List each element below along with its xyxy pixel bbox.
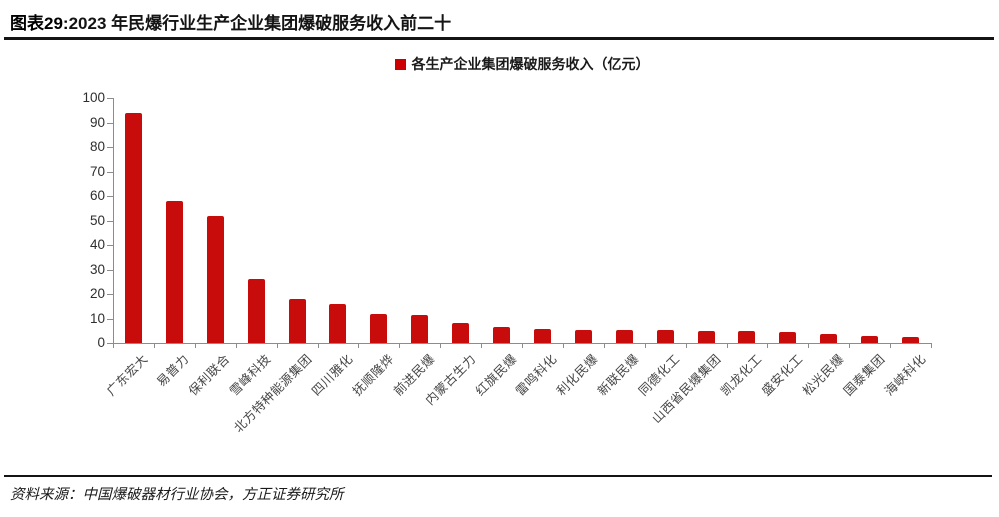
x-axis-tick <box>644 344 646 348</box>
y-axis-tick <box>107 122 113 124</box>
y-axis-tick <box>107 147 113 148</box>
y-axis-tick-label: 50 <box>89 212 105 228</box>
x-axis-category-label: 雷鸣科化 <box>513 351 561 399</box>
bar-海峡科化 <box>902 336 920 343</box>
bar-雷鸣科化 <box>533 329 551 343</box>
x-axis-tick <box>194 344 196 348</box>
x-axis-tick <box>931 344 932 348</box>
y-axis-tick-label: 0 <box>97 335 105 350</box>
x-axis-line <box>113 343 932 344</box>
x-axis-tick <box>767 344 769 348</box>
y-axis-tick-label: 80 <box>89 139 105 154</box>
figure-title: 2023 年民爆行业生产企业集团爆破服务收入前二十 <box>68 14 452 33</box>
x-axis-tick <box>399 344 401 348</box>
y-axis-tick-label: 10 <box>89 310 105 326</box>
bar-前进民爆 <box>411 314 429 343</box>
x-axis-category-label: 保利联合 <box>186 351 233 399</box>
bar-同德化工 <box>656 330 674 343</box>
x-axis-category-label: 红旗民爆 <box>472 351 520 399</box>
x-axis-tick <box>726 344 728 348</box>
bar-利化民爆 <box>574 329 592 343</box>
x-axis-category-label: 广东宏大 <box>104 351 152 399</box>
header-divider <box>4 37 994 40</box>
x-axis-tick <box>522 344 523 348</box>
y-axis-tick <box>107 171 113 173</box>
x-axis-tick <box>317 344 319 348</box>
y-axis-tick-label: 30 <box>89 261 105 277</box>
legend-label: 各生产企业集团爆破服务收入（亿元） <box>411 56 650 72</box>
x-axis-category-label: 国泰集团 <box>840 351 888 399</box>
y-axis-tick <box>107 343 113 344</box>
source-note: 资料来源：中国爆破器材行业协会，方正证券研究所 <box>10 487 344 503</box>
x-axis-tick <box>276 344 278 348</box>
legend-marker-icon <box>394 58 406 70</box>
x-axis-tick <box>235 344 237 348</box>
x-axis-category-label: 盛安化工 <box>758 351 806 399</box>
bar-保利联合 <box>206 215 224 343</box>
x-axis-category-label: 新联民爆 <box>595 351 642 399</box>
figure-header: 图表29:2023 年民爆行业生产企业集团爆破服务收入前二十 <box>10 9 451 34</box>
bar-红旗民爆 <box>493 327 511 343</box>
x-axis-tick <box>562 344 564 348</box>
figure-label: 图表29: <box>10 14 69 33</box>
bar-盛安化工 <box>779 331 797 343</box>
y-axis-tick-label: 90 <box>89 114 105 130</box>
x-axis-tick <box>849 344 851 348</box>
bar-易普力 <box>165 200 183 343</box>
bar-凯龙化工 <box>738 330 756 343</box>
y-axis-tick <box>107 245 113 246</box>
bar-新联民爆 <box>615 330 633 343</box>
bar-雪峰科技 <box>247 279 265 343</box>
y-axis-tick <box>107 98 113 99</box>
y-axis-tick-label: 60 <box>89 188 105 203</box>
bar-抚顺隆烨 <box>370 313 388 343</box>
bar-四川雅化 <box>329 303 347 343</box>
bar-北方特种能源集团 <box>288 298 306 343</box>
bar-内蒙古生力 <box>452 322 470 343</box>
x-axis-category-label: 松光民爆 <box>799 351 847 399</box>
x-axis-tick <box>440 344 442 348</box>
chart-legend: 各生产企业集团爆破服务收入（亿元） <box>113 54 931 74</box>
y-axis-tick <box>107 220 113 222</box>
x-axis-category-label: 抚顺隆烨 <box>349 351 397 399</box>
x-axis-tick <box>153 344 155 348</box>
y-axis-tick <box>107 269 113 271</box>
y-axis-tick <box>107 318 113 320</box>
x-axis-category-label: 四川雅化 <box>309 351 356 399</box>
y-axis-line <box>113 98 114 343</box>
y-axis-tick-label: 100 <box>82 90 105 105</box>
x-axis-tick <box>808 344 810 348</box>
x-axis-category-label: 凯龙化工 <box>718 351 765 399</box>
bar-松光民爆 <box>820 333 838 343</box>
y-axis-tick-label: 70 <box>89 163 105 179</box>
y-axis-tick <box>107 294 113 295</box>
x-axis-tick <box>113 344 114 348</box>
bar-山西省民爆集团 <box>697 330 715 343</box>
x-axis-tick <box>358 344 360 348</box>
x-axis-category-label: 利化民爆 <box>554 351 602 399</box>
footer-divider <box>4 475 992 477</box>
x-axis-tick <box>481 344 483 348</box>
x-axis-category-label: 海峡科化 <box>881 351 929 399</box>
y-axis-tick-label: 40 <box>89 237 105 252</box>
bar-广东宏大 <box>124 112 142 343</box>
bar-国泰集团 <box>861 335 879 343</box>
y-axis-tick-label: 20 <box>89 286 105 301</box>
x-axis-tick <box>890 344 892 348</box>
x-axis-tick <box>603 344 605 348</box>
y-axis-tick <box>107 196 113 197</box>
x-axis-tick <box>685 344 687 348</box>
